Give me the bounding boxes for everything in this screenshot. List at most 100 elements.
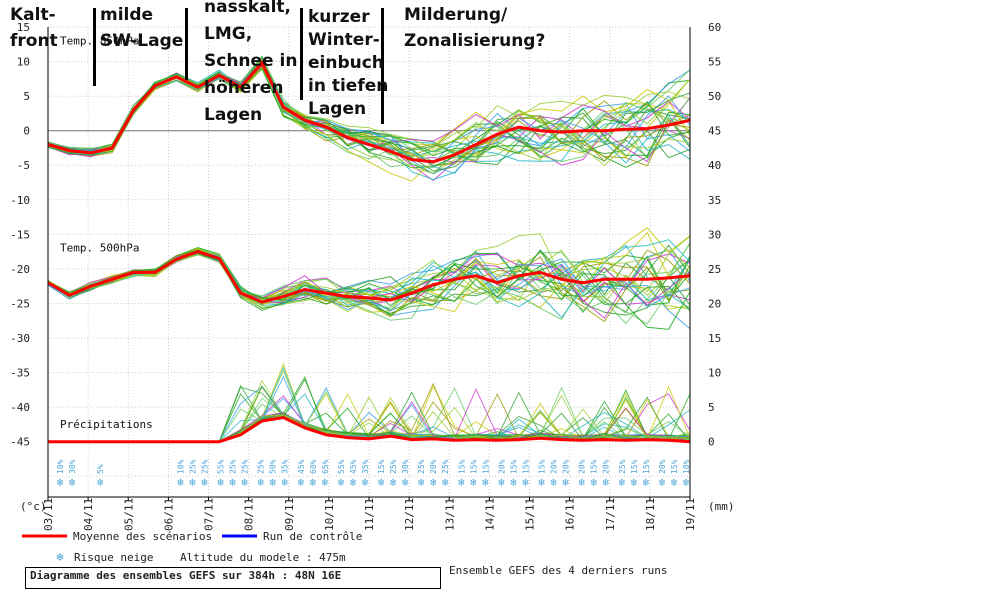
snowflake-icon: ❄ <box>57 476 64 489</box>
ensemble-text: Ensemble GEFS des 4 derniers runs <box>449 564 668 577</box>
x-tick-label: 12/11 <box>403 498 416 531</box>
snowflake-icon: ❄ <box>683 476 690 489</box>
snowflake-icon: ❄ <box>442 476 449 489</box>
y-tick-label-right: 0 <box>708 436 715 449</box>
right-unit-label: (mm) <box>708 500 735 513</box>
annotation-line: milde <box>100 5 153 25</box>
axes: 151050-5-10-15-20-25-30-35-40-4560555045… <box>10 21 734 531</box>
snowflake-icon: ❄ <box>390 476 397 489</box>
snowflake-icon: ❄ <box>550 476 557 489</box>
annotation-line: front <box>10 31 58 51</box>
y-tick-label-right: 40 <box>708 159 721 172</box>
snow-risk-pct: 20% <box>658 459 667 474</box>
snowflake-icon: ❄ <box>201 476 208 489</box>
altitude-text: Altitude du modele : 475m <box>180 551 346 564</box>
y-tick-label-right: 20 <box>708 297 721 310</box>
snowflake-icon: ❄ <box>338 476 345 489</box>
mean-line-500 <box>47 250 691 304</box>
legend-label-control: Run de contrôle <box>263 530 362 543</box>
snow-risk-pct: 20% <box>497 459 506 474</box>
snow-risk-pct: 25% <box>417 459 426 474</box>
mean-lines <box>47 60 691 444</box>
panel-labels: Temp. 850hPa Temp. 500hPa Précipitations <box>60 34 153 431</box>
snow-risk-pct: 15% <box>630 459 639 474</box>
annotation-line: Winter- <box>308 30 380 50</box>
snow-risk-pct: 10% <box>682 459 691 474</box>
annotation-line: Zonalisierung? <box>404 31 545 51</box>
mean-line-precip <box>48 415 691 444</box>
member-line-850 <box>47 57 691 163</box>
snow-risk-pct: 20% <box>578 459 587 474</box>
snow-risk-pct: 15% <box>481 459 490 474</box>
snow-risk-pct: 15% <box>521 459 530 474</box>
diagram-title-box: Diagramme des ensembles GEFS sur 384h : … <box>25 567 441 589</box>
snow-risk-pct: 10% <box>176 459 185 474</box>
snowflake-icon: ❄ <box>482 476 489 489</box>
snow-risk-pct: 10% <box>56 459 65 474</box>
snow-risk-pct: 15% <box>457 459 466 474</box>
x-tick-label: 16/11 <box>564 498 577 531</box>
legend-label-snow: Risque neige <box>74 551 153 564</box>
annotations: Kalt-front milde SW-Lage nasskalt, LMG, Schne… <box>10 0 545 125</box>
y-tick-label-left: 0 <box>23 125 30 138</box>
snowflake-icon: ❄ <box>69 476 76 489</box>
snowflake-icon: ❄ <box>269 476 276 489</box>
y-tick-label-right: 15 <box>708 332 721 345</box>
snow-risk-pct: 15% <box>590 459 599 474</box>
snow-risk-pct: 25% <box>389 459 398 474</box>
snow-risk-pct: 35% <box>361 459 370 474</box>
annotation: kurzer Winter-einbuch in tiefen Lagen <box>308 7 388 119</box>
snowflake-icon: ❄ <box>56 550 63 564</box>
snowflake-icon: ❄ <box>241 476 248 489</box>
x-tick-label: 09/11 <box>283 498 296 531</box>
annotation-line: Lagen <box>308 99 366 119</box>
snowflake-icon: ❄ <box>430 476 437 489</box>
snow-risk-pct: 15% <box>670 459 679 474</box>
snow-risk-pct: 15% <box>377 459 386 474</box>
annotation-line: Milderung/ <box>404 5 508 25</box>
panel-label: Temp. 500hPa <box>60 242 139 255</box>
x-tick-label: 14/11 <box>483 498 496 531</box>
ensemble-chart: 151050-5-10-15-20-25-30-35-40-4560555045… <box>10 0 735 564</box>
member-line-500 <box>47 249 691 306</box>
x-tick-label: 17/11 <box>604 498 617 531</box>
x-tick-label: 11/11 <box>363 498 376 531</box>
snow-risk-pct: 15% <box>642 459 651 474</box>
snow-risk-pct: 45% <box>349 459 358 474</box>
y-tick-label-right: 10 <box>708 367 721 380</box>
snow-risk-pct: 25% <box>188 459 197 474</box>
x-tick-label: 15/11 <box>524 498 537 531</box>
snow-risk-pct: 15% <box>509 459 518 474</box>
snowflake-icon: ❄ <box>562 476 569 489</box>
snow-risk-pct: 25% <box>229 459 238 474</box>
y-tick-label-left: -30 <box>10 332 30 345</box>
snowflake-icon: ❄ <box>470 476 477 489</box>
snowflake-icon: ❄ <box>189 476 196 489</box>
y-tick-label-right: 25 <box>708 263 721 276</box>
y-tick-label-right: 50 <box>708 90 721 103</box>
y-tick-label-left: -40 <box>10 401 30 414</box>
snowflake-icon: ❄ <box>671 476 678 489</box>
y-tick-label-right: 60 <box>708 21 721 34</box>
member-line-precip <box>48 375 691 443</box>
snowflake-icon: ❄ <box>309 476 316 489</box>
legend-label-mean: Moyenne des scénarios <box>73 530 212 543</box>
x-tick-label: 13/11 <box>443 498 456 531</box>
x-tick-label: 18/11 <box>644 498 657 531</box>
snow-risk-pct: 20% <box>562 459 571 474</box>
y-tick-label-left: -20 <box>10 263 30 276</box>
snow-risk-pct: 30% <box>401 459 410 474</box>
snow-risk-pct: 60% <box>309 459 318 474</box>
annotation: Kalt-front <box>10 5 58 51</box>
snowflake-icon: ❄ <box>618 476 625 489</box>
panel-label: Temp. 850hPa <box>60 34 139 47</box>
snowflake-icon: ❄ <box>630 476 637 489</box>
snowflake-icon: ❄ <box>321 476 328 489</box>
y-tick-label-right: 30 <box>708 228 721 241</box>
snow-risk-pct: 55% <box>217 459 226 474</box>
annotation-separator <box>185 8 188 80</box>
snowflake-icon: ❄ <box>538 476 545 489</box>
y-tick-label-right: 5 <box>708 401 715 414</box>
annotation-line: Kalt- <box>10 5 56 25</box>
snowflake-icon: ❄ <box>402 476 409 489</box>
